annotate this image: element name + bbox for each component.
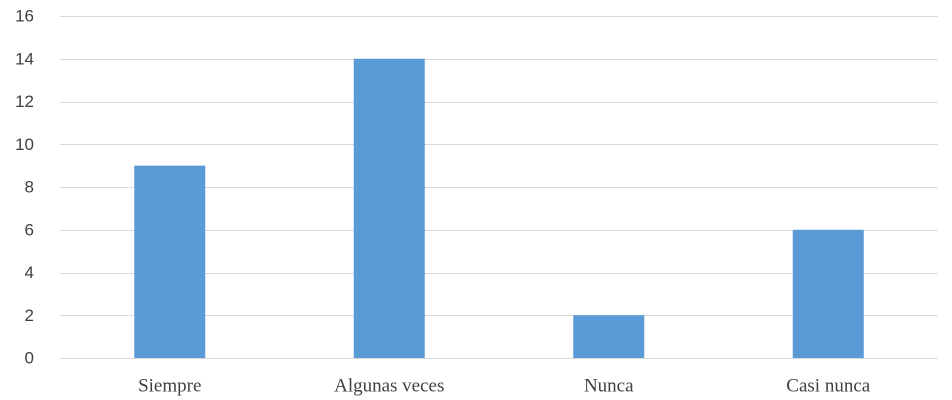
y-tick-label: 14 (15, 49, 34, 68)
y-tick-label: 8 (25, 178, 34, 197)
x-tick-label: Algunas veces (334, 376, 444, 397)
y-tick-label: 0 (25, 349, 34, 368)
bars (134, 58, 864, 358)
y-tick-label: 2 (25, 306, 34, 325)
x-tick-label: Casi nunca (786, 376, 870, 397)
x-axis-tick-labels: Siempre Algunas veces Nunca Casi nunca (138, 376, 871, 397)
bar-casi-nunca (792, 229, 864, 358)
gridlines (60, 16, 938, 359)
bar-siempre (134, 165, 206, 358)
y-tick-label: 16 (15, 7, 34, 26)
bar-algunas-veces (353, 58, 425, 358)
x-tick-label: Siempre (138, 376, 201, 397)
y-axis-tick-labels: 0 2 4 6 8 10 12 14 16 (15, 7, 34, 368)
y-tick-label: 6 (25, 220, 34, 239)
x-tick-label: Nunca (584, 376, 634, 397)
bar-nunca (573, 315, 645, 358)
y-tick-label: 12 (15, 92, 34, 111)
y-tick-label: 4 (25, 263, 34, 282)
y-tick-label: 10 (15, 135, 34, 154)
